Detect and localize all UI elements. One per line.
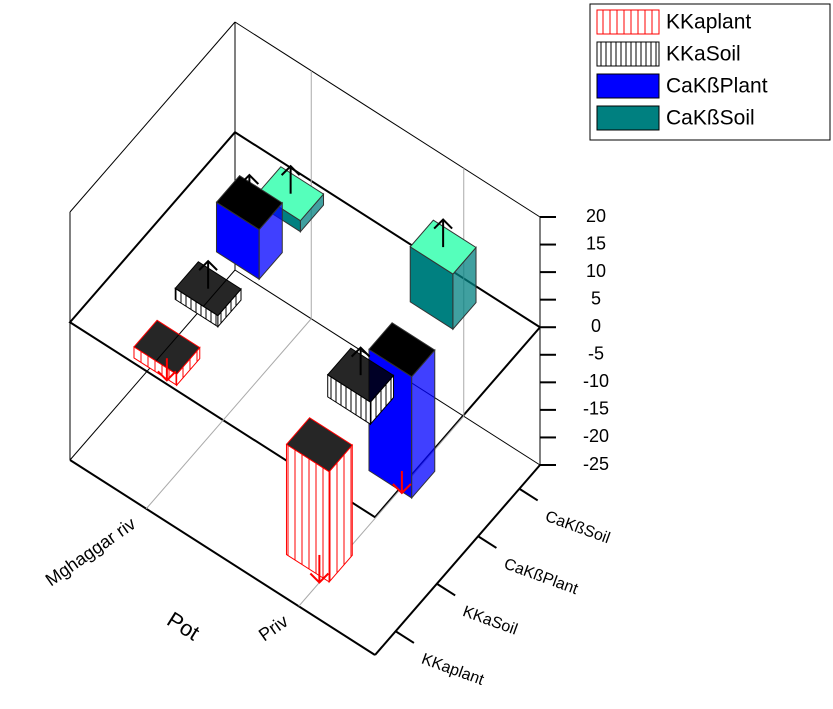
depth-tick <box>395 630 415 644</box>
x-tick-label: Priv <box>255 611 292 645</box>
y-tick-label: 15 <box>586 233 606 253</box>
legend-swatch <box>596 73 660 99</box>
depth-tick <box>518 487 539 502</box>
y-tick-label: -20 <box>583 426 609 446</box>
legend-swatch <box>596 41 660 67</box>
depth-tick-label: CaKßSoil <box>543 508 612 547</box>
bar-top <box>326 347 395 403</box>
error-arrow <box>280 164 301 194</box>
legend-label: KKaplant <box>666 11 751 34</box>
arrow-head <box>280 164 301 176</box>
wall-edge <box>69 21 236 213</box>
arrow-head <box>198 259 218 271</box>
grid-line <box>145 318 312 510</box>
y-tick-label: -10 <box>583 371 609 391</box>
y-tick-label: -25 <box>583 454 609 474</box>
error-arrow <box>392 470 412 495</box>
y-tick-label: -15 <box>583 399 609 419</box>
y-tick-label: 0 <box>591 316 601 336</box>
arrow-head <box>433 218 453 230</box>
legend-label: CaKßSoil <box>666 107 755 130</box>
error-arrow <box>239 173 260 203</box>
error-arrow <box>198 259 218 289</box>
error-arrow <box>433 218 453 248</box>
arrow-head <box>157 370 177 382</box>
bar <box>285 417 354 584</box>
axes: Mghaggar riv Priv Pot KKaplant KKaSoil CaKßPl… <box>42 21 612 689</box>
wall-edge <box>234 21 541 218</box>
bar-top <box>285 417 354 473</box>
depth-tick-label: CaKßPlant <box>502 556 581 599</box>
depth-tick <box>436 582 456 597</box>
x-tick-label: Mghaggar riv <box>42 514 140 591</box>
bar <box>326 347 395 426</box>
arrow-head <box>350 346 371 358</box>
y-tick-label: 10 <box>586 261 606 281</box>
bar-top <box>133 319 201 375</box>
x-axis <box>69 459 376 656</box>
y-tick-label: 20 <box>586 206 606 226</box>
depth-axis <box>374 464 541 656</box>
depth-tick-label: KKaSoil <box>460 603 519 638</box>
depth-tick-label: KKaplant <box>419 651 486 689</box>
bar <box>368 322 436 500</box>
legend: KKaplant KKaSoil CaKßPlant CaKßSoil <box>589 3 831 141</box>
arrow-head <box>309 572 330 584</box>
error-arrow <box>309 554 330 584</box>
arrow-head <box>239 173 260 185</box>
depth-tick <box>477 535 497 549</box>
y-tick-label: -5 <box>588 344 604 364</box>
error-arrow <box>350 346 371 376</box>
legend-label: KKaSoil <box>666 43 741 66</box>
legend-label: CaKßPlant <box>666 75 768 98</box>
x-axis-title: Pot <box>163 607 204 646</box>
bar-top <box>368 322 436 378</box>
legend-swatch <box>596 9 660 35</box>
y-tick-label: 5 <box>591 288 601 308</box>
legend-swatch <box>596 105 660 131</box>
error-arrow <box>157 358 177 382</box>
arrow-head <box>392 483 412 495</box>
bars <box>133 164 477 584</box>
